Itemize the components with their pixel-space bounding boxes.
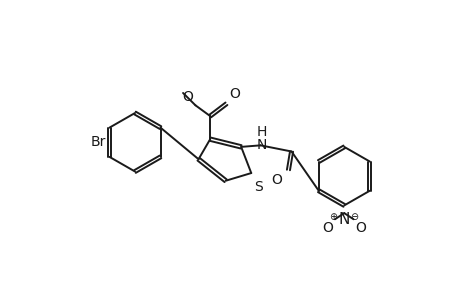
- Text: O: O: [182, 90, 193, 104]
- Text: N: N: [338, 212, 349, 226]
- Text: N: N: [256, 138, 266, 152]
- Text: H: H: [256, 125, 266, 139]
- Text: O: O: [354, 221, 365, 235]
- Text: S: S: [254, 180, 263, 194]
- Text: Br: Br: [91, 135, 106, 149]
- Text: O: O: [322, 221, 333, 235]
- Text: O: O: [228, 87, 239, 101]
- Text: $\oplus$: $\oplus$: [328, 211, 337, 222]
- Text: $\ominus$: $\ominus$: [350, 211, 359, 222]
- Text: O: O: [271, 173, 282, 187]
